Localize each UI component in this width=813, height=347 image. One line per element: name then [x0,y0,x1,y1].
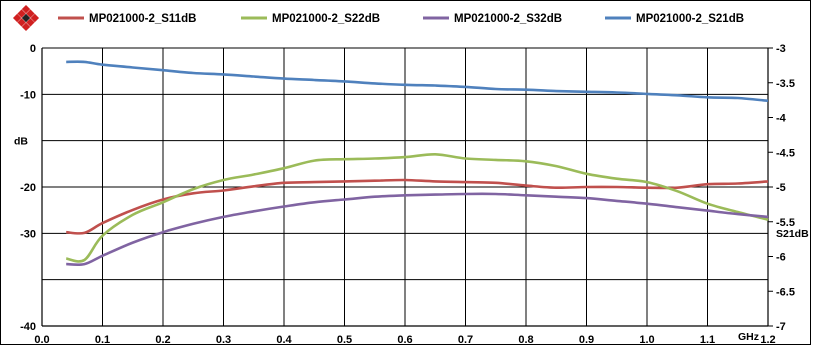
company-logo-icon [12,4,40,32]
series-line-mp021000-2-s11db [66,178,769,235]
legend-entry-mp021000-2-s22db: MP021000-2_S22dB [272,13,380,25]
y-right-tick-label: -6 [776,252,786,264]
y-left-tick-label: -30 [20,228,36,240]
axes [41,47,773,327]
x-tick-label: 0.2 [155,334,170,346]
y-right-tick-label: -3 [776,43,786,55]
y-right-tick-label: -4.5 [776,147,795,159]
x-axis-unit-label: GHz [738,331,759,343]
x-tick-label: 0.8 [518,334,533,346]
logo-diamond [26,9,35,18]
logo-diamond [21,13,31,23]
logo-diamond [17,9,26,18]
logo-diamond [21,4,31,14]
legend-entry-mp021000-2-s21db: MP021000-2_S21dB [636,13,744,25]
y-left-tick-label: -10 [20,89,36,101]
x-tick-label: 1.1 [700,334,715,346]
logo-diamond [12,13,22,23]
y-right-tick-label: -4 [776,113,787,125]
logo-diamond [26,18,35,27]
y-axis-left-title: dB [14,136,28,148]
x-tick-label: 0.0 [34,334,49,346]
x-tick-label: 0.7 [458,334,473,346]
x-tick-label: 0.5 [337,334,352,346]
y-right-tick-label: -3.5 [776,78,795,90]
y-right-tick-label: -5 [776,182,786,194]
logo-diamond [30,13,40,23]
legend-entry-mp021000-2-s11db: MP021000-2_S11dB [89,13,196,25]
y-axis-right-title: S21dB [776,228,809,240]
x-tick-label: 0.6 [397,334,412,346]
x-tick-label: 0.9 [579,334,594,346]
legend: MP021000-2_S11dB MP021000-2_S22dB MP021000… [58,13,744,25]
series-layer [65,60,769,267]
series-line-mp021000-2-s21db [66,60,769,103]
y-left-tick-label: -40 [20,321,36,333]
x-tick-label: 1.0 [639,334,654,346]
x-tick-label: 0.3 [216,334,231,346]
tick-labels: 0 -10 dB -20 -30 -40 -3 -3.5 -4 -4.5 -5 -5.5 -6 -6.5 -… [14,43,809,346]
x-tick-label: 1.2 [760,334,775,346]
series-line-mp021000-2-s32db [66,192,769,267]
y-left-tick-label: -20 [20,182,36,194]
series-line-mp021000-2-s22db [65,152,769,263]
y-right-tick-label: -6.5 [776,286,795,298]
legend-entry-mp021000-2-s32db: MP021000-2_S32dB [454,13,562,25]
x-tick-label: 0.4 [276,334,292,346]
y-right-tick-label: -7 [776,321,786,333]
logo-diamond [17,18,26,27]
y-right-tick-label: -5.5 [776,217,795,229]
x-tick-label: 0.1 [95,334,110,346]
y-left-tick-label: 0 [30,43,36,55]
logo-diamond [21,22,31,32]
